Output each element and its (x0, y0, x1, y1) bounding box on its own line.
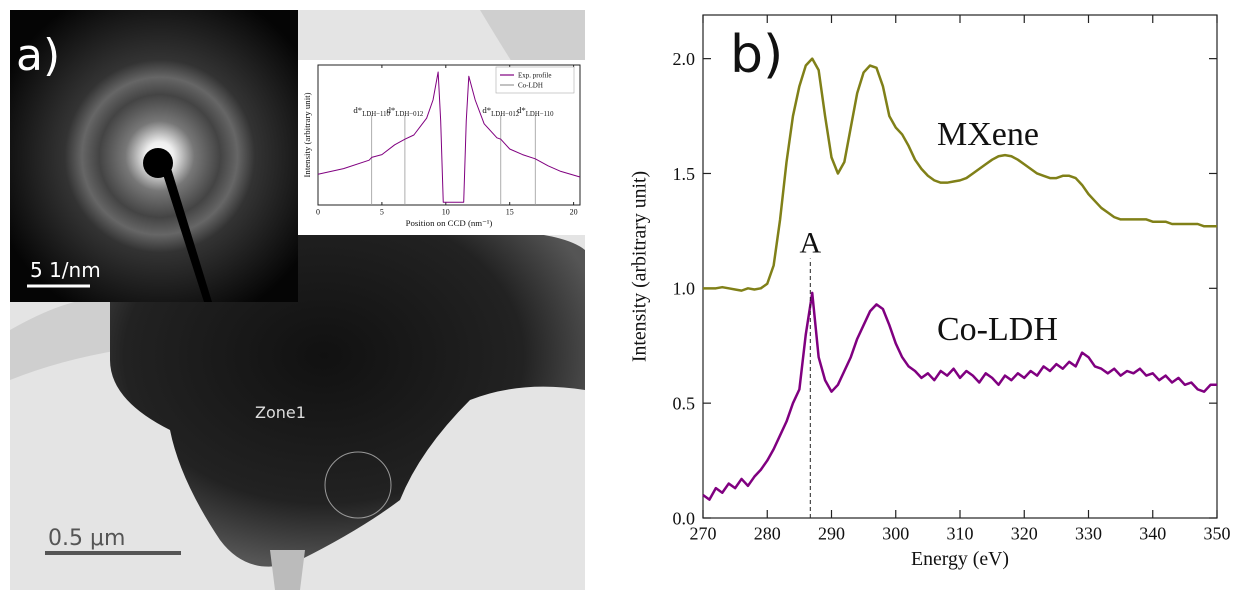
legend-label: Co-LDH (518, 82, 543, 90)
panel-label: a) (16, 30, 60, 81)
panel-label: b) (730, 25, 783, 85)
x-tick-label: 280 (754, 524, 781, 544)
reference-subscript: LDH−110 (362, 111, 390, 118)
y-axis-label: Intensity (arbitrary unit) (628, 171, 650, 362)
tem-image: Zone1 0.5 μm a) 5 1/nm (10, 10, 585, 590)
scale-bar-label: 0.5 μm (48, 526, 125, 551)
reference-symbol: d* (482, 105, 491, 115)
x-tick-label: 5 (380, 208, 384, 217)
y-tick-label: 0.5 (673, 393, 696, 413)
x-tick-label: 310 (947, 524, 974, 544)
y-tick-label: 2.0 (673, 49, 696, 69)
y-tick-label: 1.5 (673, 164, 696, 184)
zone-label: Zone1 (255, 403, 306, 422)
x-axis-label: Energy (eV) (911, 548, 1009, 570)
x-tick-label: 15 (506, 208, 514, 217)
reference-label: d*LDH−110 (517, 105, 554, 118)
reference-label: d*LDH−012 (387, 105, 424, 118)
reference-subscript: LDH−012 (491, 111, 520, 118)
x-tick-label: 0 (316, 208, 320, 217)
scale-bar-label: 5 1/nm (30, 258, 101, 282)
y-tick-label: 0.0 (673, 508, 696, 528)
grid-bar (270, 550, 305, 590)
x-tick-label: 320 (1011, 524, 1038, 544)
reference-label: d*LDH−110 (353, 105, 390, 118)
x-tick-label: 20 (570, 208, 578, 217)
x-tick-label: 270 (690, 524, 717, 544)
legend-label: Exp. profile (518, 72, 551, 80)
reference-symbol: d* (387, 105, 396, 115)
series-label: MXene (937, 116, 1039, 153)
series-line (317, 71, 581, 203)
annotation-label: A (799, 226, 821, 259)
reference-symbol: d* (353, 105, 362, 115)
legend-box (495, 66, 575, 94)
y-tick-label: 1.0 (673, 279, 696, 299)
series-line (702, 291, 1217, 501)
x-tick-label: 10 (442, 208, 450, 217)
reference-label: d*LDH−012 (482, 105, 519, 118)
plot-frame (317, 64, 581, 206)
reference-symbol: d* (517, 105, 526, 115)
x-tick-label: 350 (1204, 524, 1231, 544)
x-axis-label: Position on CCD (nm⁻¹) (406, 218, 493, 228)
support-film (10, 298, 120, 380)
reference-subscript: LDH−012 (395, 111, 424, 118)
y-axis-label: Intensity (arbitrary unit) (302, 92, 312, 177)
particle (110, 215, 585, 567)
x-tick-label: 330 (1075, 524, 1102, 544)
series-line (703, 57, 1217, 292)
reference-subscript: LDH−110 (526, 111, 554, 118)
plot-frame (702, 14, 1218, 519)
x-tick-label: 290 (818, 524, 845, 544)
beam-stopper (160, 165, 212, 302)
series-label: Co-LDH (937, 311, 1058, 348)
x-tick-label: 340 (1139, 524, 1166, 544)
x-tick-label: 300 (882, 524, 909, 544)
zone-circle (324, 451, 392, 519)
beam-stopper (143, 148, 173, 178)
